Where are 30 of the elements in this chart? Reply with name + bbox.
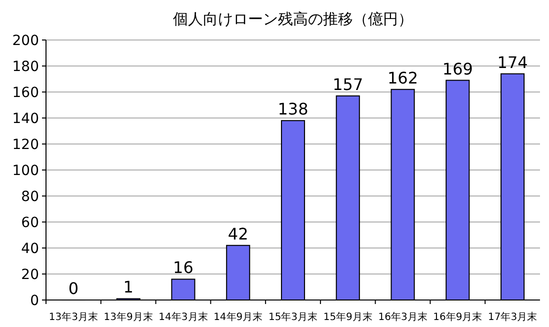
data-label: 157 xyxy=(332,74,364,94)
x-tick-label: 16年9月末 xyxy=(433,311,482,323)
x-tick-label: 15年3月末 xyxy=(268,311,318,323)
data-label: 174 xyxy=(497,52,528,72)
y-tick-label: 180 xyxy=(12,59,39,75)
y-tick-label: 40 xyxy=(21,241,39,257)
x-tick-label: 15年9月末 xyxy=(323,311,372,323)
data-label: 138 xyxy=(278,100,308,119)
x-tick-label: 13年9月末 xyxy=(104,311,153,323)
y-tick-label: 140 xyxy=(12,111,39,127)
data-label: 0 xyxy=(68,279,79,298)
y-tick-label: 0 xyxy=(30,293,39,309)
y-tick-label: 160 xyxy=(12,85,39,101)
data-label: 16 xyxy=(173,258,194,278)
data-label: 42 xyxy=(228,224,248,244)
x-tick-label: 16年3月末 xyxy=(378,311,428,323)
data-label: 162 xyxy=(388,68,418,88)
y-tick-label: 80 xyxy=(21,189,39,205)
data-label: 1 xyxy=(123,278,134,297)
y-tick-label: 20 xyxy=(21,267,39,283)
y-tick-label: 120 xyxy=(12,137,39,153)
y-tick-label: 200 xyxy=(12,33,39,49)
x-tick-label: 17年3月末 xyxy=(488,311,538,323)
y-tick-label: 100 xyxy=(12,163,39,179)
x-tick-label: 14年9月末 xyxy=(214,311,263,323)
x-tick-label: 13年3月末 xyxy=(48,311,98,323)
y-tick-label: 60 xyxy=(21,215,39,231)
data-label: 169 xyxy=(442,59,473,78)
title: 個人向けローン残高の推移（億円） xyxy=(173,10,413,28)
x-tick-label: 14年3月末 xyxy=(158,311,208,323)
